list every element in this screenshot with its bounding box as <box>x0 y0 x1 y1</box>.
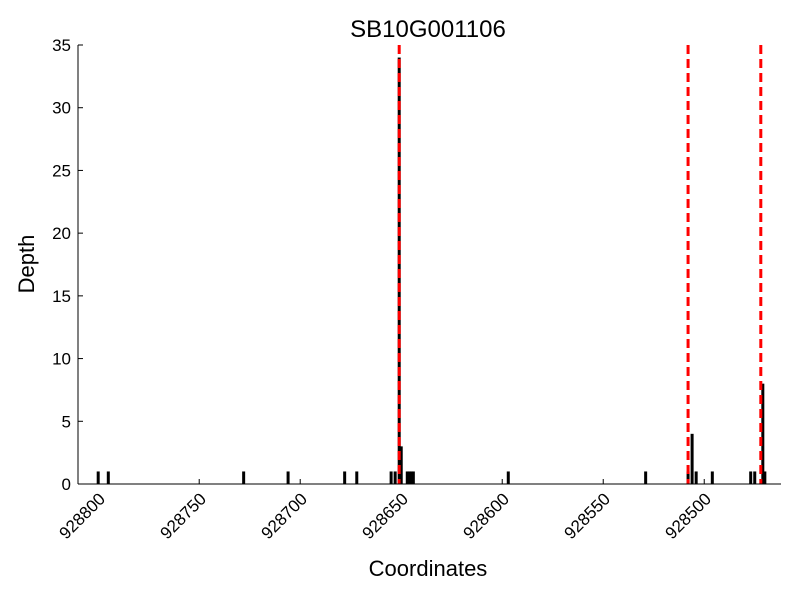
depth-bar <box>96 471 100 484</box>
x-tick-label: 928650 <box>358 489 412 543</box>
depth-bar <box>686 471 690 484</box>
y-axis-title: Depth <box>14 235 39 294</box>
depth-bar <box>355 471 359 484</box>
depth-bar <box>753 471 757 484</box>
y-tick-label: 35 <box>52 36 71 55</box>
depth-bar <box>399 446 403 484</box>
depth-bar <box>242 471 246 484</box>
depth-bar <box>710 471 714 484</box>
depth-bar <box>405 471 409 484</box>
y-tick-label: 25 <box>52 161 71 180</box>
depth-bar <box>389 471 393 484</box>
depth-bar <box>409 471 413 484</box>
y-tick-label: 0 <box>62 475 71 494</box>
depth-bar <box>749 471 753 484</box>
y-tick-label: 5 <box>62 412 71 431</box>
x-axis-title: Coordinates <box>369 556 488 581</box>
x-tick-label: 928500 <box>662 489 716 543</box>
x-tick-label: 928550 <box>561 489 615 543</box>
y-tick-label: 10 <box>52 350 71 369</box>
depth-bar <box>393 471 397 484</box>
chart-title: SB10G001106 <box>350 16 506 43</box>
depth-bar <box>286 471 290 484</box>
depth-bar <box>644 471 648 484</box>
depth-bar <box>411 471 415 484</box>
depth-bar <box>106 471 110 484</box>
x-tick-label: 928750 <box>156 489 210 543</box>
y-tick-label: 30 <box>52 99 71 118</box>
depth-bar <box>761 383 765 484</box>
depth-bar <box>694 471 698 484</box>
depth-bar <box>763 471 767 484</box>
y-tick-label: 20 <box>52 224 71 243</box>
x-tick-label: 928800 <box>55 489 109 543</box>
plot-area: 0 5 10 15 20 25 30 35 928800 928750 928700 928650 92… <box>52 36 781 543</box>
depth-bar <box>343 471 347 484</box>
depth-bar <box>407 471 411 484</box>
x-tick-label: 928700 <box>257 489 311 543</box>
x-tick-label: 928600 <box>459 489 513 543</box>
depth-bar <box>506 471 510 484</box>
y-tick-label: 15 <box>52 287 71 306</box>
depth-bar <box>690 433 694 484</box>
